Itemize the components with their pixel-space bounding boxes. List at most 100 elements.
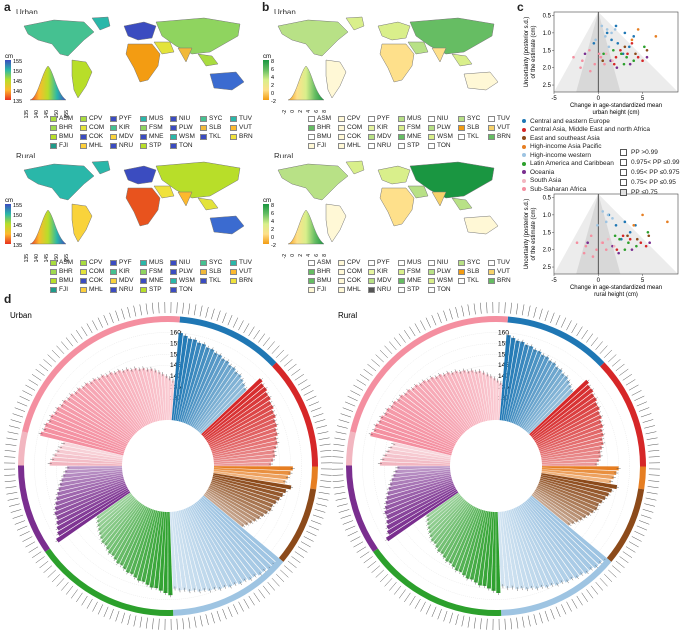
error-bar <box>385 516 389 519</box>
iso-label: TUV <box>497 259 510 266</box>
polar-bar <box>56 478 125 501</box>
scatter-point <box>632 224 636 227</box>
polar-bar <box>373 427 453 454</box>
country-label-mark <box>248 595 255 606</box>
map-south-america <box>71 203 93 243</box>
country-label-mark <box>645 431 657 435</box>
polar-bar <box>117 369 148 426</box>
country-label-mark <box>6 492 18 495</box>
polar-bar <box>503 340 520 421</box>
error-bar <box>146 582 148 587</box>
radial-gridline <box>67 365 269 567</box>
polar-bar <box>197 500 263 576</box>
error-bar <box>559 368 563 372</box>
error-bar <box>209 588 211 593</box>
iso-item-slb: SLB <box>458 267 488 276</box>
polar-bar <box>541 471 612 484</box>
iso-swatch <box>368 142 375 149</box>
scatter-point <box>592 42 596 45</box>
error-bar <box>185 333 187 338</box>
x-tick-label: 0 <box>597 278 601 284</box>
country-label-mark <box>576 326 583 337</box>
polar-bar <box>540 441 604 458</box>
scatter-point <box>632 35 636 38</box>
scatter-point <box>583 52 587 56</box>
polar-bar <box>531 494 571 526</box>
iso-item-stp: STP <box>398 141 428 150</box>
polar-bar <box>428 497 464 534</box>
polar-bar <box>519 504 570 583</box>
country-label-mark <box>449 612 453 624</box>
iso-item-nru: NRU <box>368 285 398 294</box>
country-label-mark <box>473 617 476 629</box>
iso-swatch <box>458 277 465 284</box>
scatter-point <box>601 59 605 62</box>
country-label-mark <box>211 308 215 320</box>
panel-letter-c: c <box>517 0 524 14</box>
iso-label: BMU <box>317 133 332 140</box>
error-bar <box>146 367 149 372</box>
country-label-mark <box>622 373 633 381</box>
polar-bar <box>442 505 474 559</box>
error-bar <box>568 523 572 526</box>
polar-bar <box>524 375 569 431</box>
iso-item-cpv: CPV <box>338 114 368 123</box>
scatter-point <box>628 230 632 234</box>
iso-item-bhr: BHR <box>308 123 338 132</box>
map-australia <box>463 215 499 235</box>
polar-bar <box>136 510 158 582</box>
country-label-mark <box>640 413 652 418</box>
map-africa <box>125 43 161 83</box>
country-label-mark <box>342 407 354 412</box>
scatter-point <box>615 66 619 69</box>
iso-item-slb: SLB <box>200 123 230 132</box>
scatter-point <box>623 248 627 251</box>
error-bar <box>438 372 441 377</box>
error-bar <box>512 335 514 340</box>
map-middle-east <box>153 185 175 199</box>
country-label-mark <box>642 419 654 423</box>
error-bar <box>425 519 430 522</box>
error-bar <box>475 369 477 374</box>
country-label-mark <box>151 302 154 314</box>
error-bar <box>243 578 247 583</box>
country-label-mark <box>133 305 137 317</box>
map-india <box>431 191 447 207</box>
iso-swatch <box>338 277 345 284</box>
country-label-mark <box>648 474 660 476</box>
error-bar <box>53 502 58 505</box>
error-bar <box>109 371 112 375</box>
iso-label: MNE <box>407 277 422 284</box>
country-label-mark <box>544 610 549 622</box>
polar-bar <box>169 380 175 421</box>
polar-bar <box>49 461 123 466</box>
iso-swatch <box>50 133 57 140</box>
colorbar-xtick: 4 <box>306 254 312 257</box>
polar-bar <box>454 508 481 572</box>
error-bar <box>270 405 275 408</box>
country-label-mark <box>334 437 346 441</box>
country-label-mark <box>636 401 647 407</box>
error-bar <box>55 539 59 542</box>
country-label-mark <box>188 303 191 315</box>
error-bar <box>377 420 382 423</box>
polar-bar <box>395 467 451 474</box>
radial-gridline <box>34 332 302 600</box>
y-tick-label: 1.5 <box>543 230 552 236</box>
polar-bar <box>164 376 168 421</box>
radial-tick-label: 145 <box>498 362 509 369</box>
country-label-mark <box>625 546 636 553</box>
country-label-mark <box>634 395 645 401</box>
error-bar <box>601 442 606 444</box>
country-label-mark <box>232 317 239 328</box>
country-label-mark <box>70 589 78 599</box>
country-label-mark <box>404 592 411 603</box>
iso-label: COK <box>89 133 104 140</box>
iso-label: WSM <box>437 277 453 284</box>
polar-bar <box>105 502 142 551</box>
iso-swatch <box>338 259 345 266</box>
error-bar <box>426 526 431 530</box>
country-label-mark <box>56 345 65 354</box>
map-greenland <box>345 160 365 175</box>
